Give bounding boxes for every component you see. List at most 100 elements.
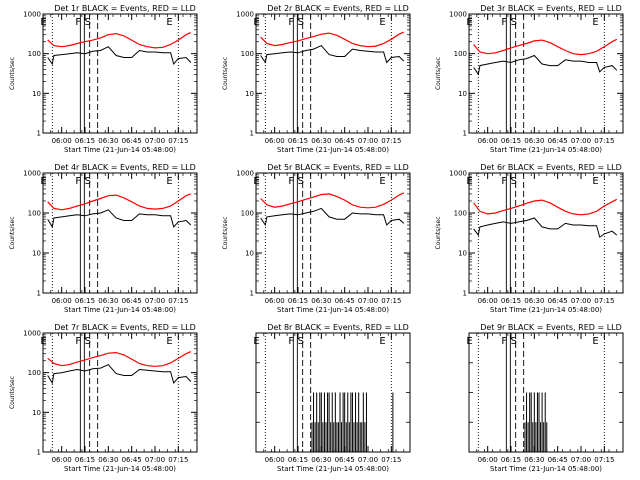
panel-6: Det 6r BLACK = Events, RED = LLD 1 10 100 10… bbox=[435, 163, 624, 314]
series-events-line bbox=[260, 207, 405, 227]
x-tick-label: 06:00 bbox=[265, 456, 285, 464]
x-tick-label: 07:15 bbox=[594, 297, 614, 305]
series-lld-line bbox=[47, 32, 192, 49]
marker-label: S bbox=[85, 176, 91, 187]
x-tick-label: 07:15 bbox=[168, 456, 188, 464]
x-tick-label: 06:30 bbox=[98, 137, 118, 145]
x-tick-label: 06:15 bbox=[501, 456, 521, 464]
x-tick-label: 07:00 bbox=[145, 137, 165, 145]
y-tick-label: 1 bbox=[37, 290, 41, 298]
y-tick-label: 10 bbox=[245, 90, 254, 98]
y-tick-label: 1000 bbox=[23, 11, 41, 19]
plot-frame bbox=[42, 332, 198, 453]
x-tick-label: 06:30 bbox=[98, 456, 118, 464]
plot-frame bbox=[468, 13, 624, 134]
x-tick-label: 06:45 bbox=[122, 297, 142, 305]
x-tick-label: 07:15 bbox=[168, 137, 188, 145]
x-tick-label: 06:00 bbox=[478, 137, 498, 145]
x-tick-label: 06:45 bbox=[335, 137, 355, 145]
x-axis-label: Start Time (21-Jun-14 05:48:00) bbox=[490, 146, 602, 154]
plot-frame bbox=[42, 13, 198, 134]
x-tick-label: 06:30 bbox=[98, 297, 118, 305]
x-tick-label: 06:00 bbox=[52, 456, 72, 464]
x-tick-label: 07:00 bbox=[358, 297, 378, 305]
marker-label: E bbox=[592, 176, 598, 187]
marker-label: E bbox=[466, 336, 472, 347]
x-tick-label: 06:45 bbox=[548, 137, 568, 145]
series-events-line bbox=[473, 217, 618, 238]
y-tick-label: 100 bbox=[28, 369, 41, 377]
series-events-line bbox=[47, 46, 192, 66]
x-axis-label: Start Time (21-Jun-14 05:48:00) bbox=[277, 306, 389, 314]
x-tick-label: 07:15 bbox=[594, 456, 614, 464]
marker-label: S bbox=[85, 17, 91, 28]
plot-frame bbox=[255, 13, 411, 134]
marker-label: S bbox=[298, 17, 304, 28]
series-events-line bbox=[47, 363, 192, 385]
plot-frame bbox=[468, 172, 624, 294]
x-tick-label: 07:00 bbox=[358, 456, 378, 464]
x-axis-label: Start Time (21-Jun-14 05:48:00) bbox=[64, 146, 176, 154]
marker-label: E bbox=[166, 17, 172, 28]
y-axis-label: Counts/sec bbox=[9, 216, 16, 249]
y-tick-label: 100 bbox=[241, 210, 254, 218]
x-tick-label: 06:15 bbox=[75, 137, 95, 145]
y-tick-label: 1000 bbox=[236, 170, 254, 178]
y-tick-label: 1000 bbox=[236, 11, 254, 19]
x-tick-label: 06:30 bbox=[524, 297, 544, 305]
x-axis-label: Start Time (21-Jun-14 05:48:00) bbox=[490, 306, 602, 314]
x-axis-label: Start Time (21-Jun-14 05:48:00) bbox=[490, 465, 602, 473]
x-tick-label: 06:15 bbox=[501, 137, 521, 145]
y-tick-label: 100 bbox=[241, 50, 254, 58]
y-tick-label: 100 bbox=[454, 210, 467, 218]
x-tick-label: 06:30 bbox=[311, 297, 331, 305]
y-tick-label: 1000 bbox=[449, 170, 467, 178]
panel-4: Det 4r BLACK = Events, RED = LLD 1 10 100 10… bbox=[9, 163, 198, 314]
panel-7: Det 7r BLACK = Events, RED = LLD 1 10 100 10… bbox=[9, 323, 198, 473]
marker-label: E bbox=[379, 17, 385, 28]
x-tick-label: 06:15 bbox=[288, 456, 308, 464]
y-tick-label: 1000 bbox=[23, 330, 41, 338]
marker-label: F bbox=[75, 17, 81, 28]
x-tick-label: 06:15 bbox=[501, 297, 521, 305]
x-axis-label: Start Time (21-Jun-14 05:48:00) bbox=[64, 465, 176, 473]
marker-label: E bbox=[466, 176, 472, 187]
panel-title: Det 4r BLACK = Events, RED = LLD bbox=[54, 163, 196, 172]
x-tick-label: 06:15 bbox=[288, 297, 308, 305]
series-events-line bbox=[260, 44, 405, 64]
x-tick-label: 07:00 bbox=[145, 456, 165, 464]
y-tick-label: 1 bbox=[250, 130, 254, 138]
plot-frame bbox=[255, 172, 411, 294]
series-lld-line bbox=[473, 198, 618, 216]
y-tick-label: 100 bbox=[28, 50, 41, 58]
panel-5: Det 5r BLACK = Events, RED = LLD 1 10 100 10… bbox=[222, 163, 411, 314]
marker-label: E bbox=[592, 17, 598, 28]
y-axis-label: Counts/sec bbox=[222, 57, 229, 90]
x-tick-label: 06:45 bbox=[122, 137, 142, 145]
marker-label: F bbox=[288, 176, 294, 187]
x-tick-label: 06:30 bbox=[524, 137, 544, 145]
panel-title: Det 1r BLACK = Events, RED = LLD bbox=[54, 4, 196, 13]
x-tick-label: 07:00 bbox=[571, 456, 591, 464]
series-events-line bbox=[473, 54, 618, 76]
y-axis-label: Counts/sec bbox=[9, 57, 16, 90]
panel-title: Det 9r BLACK = Events, RED = LLD bbox=[480, 323, 622, 332]
marker-label: E bbox=[379, 336, 385, 347]
plot-frame bbox=[468, 332, 624, 453]
panel-title: Det 6r BLACK = Events, RED = LLD bbox=[480, 163, 622, 172]
marker-label: F bbox=[75, 336, 81, 347]
marker-label: E bbox=[466, 17, 472, 28]
marker-label: E bbox=[166, 176, 172, 187]
y-tick-label: 100 bbox=[28, 210, 41, 218]
x-tick-label: 07:15 bbox=[168, 297, 188, 305]
x-tick-label: 07:00 bbox=[571, 297, 591, 305]
series-lld-line bbox=[260, 31, 405, 48]
x-tick-label: 06:00 bbox=[52, 137, 72, 145]
panel-title: Det 3r BLACK = Events, RED = LLD bbox=[480, 4, 622, 13]
panel-2: Det 2r BLACK = Events, RED = LLD 1 10 100 10… bbox=[222, 4, 411, 154]
panel-1: Det 1r BLACK = Events, RED = LLD 1 10 100 10… bbox=[9, 4, 198, 154]
y-tick-label: 1000 bbox=[23, 170, 41, 178]
x-tick-label: 06:45 bbox=[548, 456, 568, 464]
